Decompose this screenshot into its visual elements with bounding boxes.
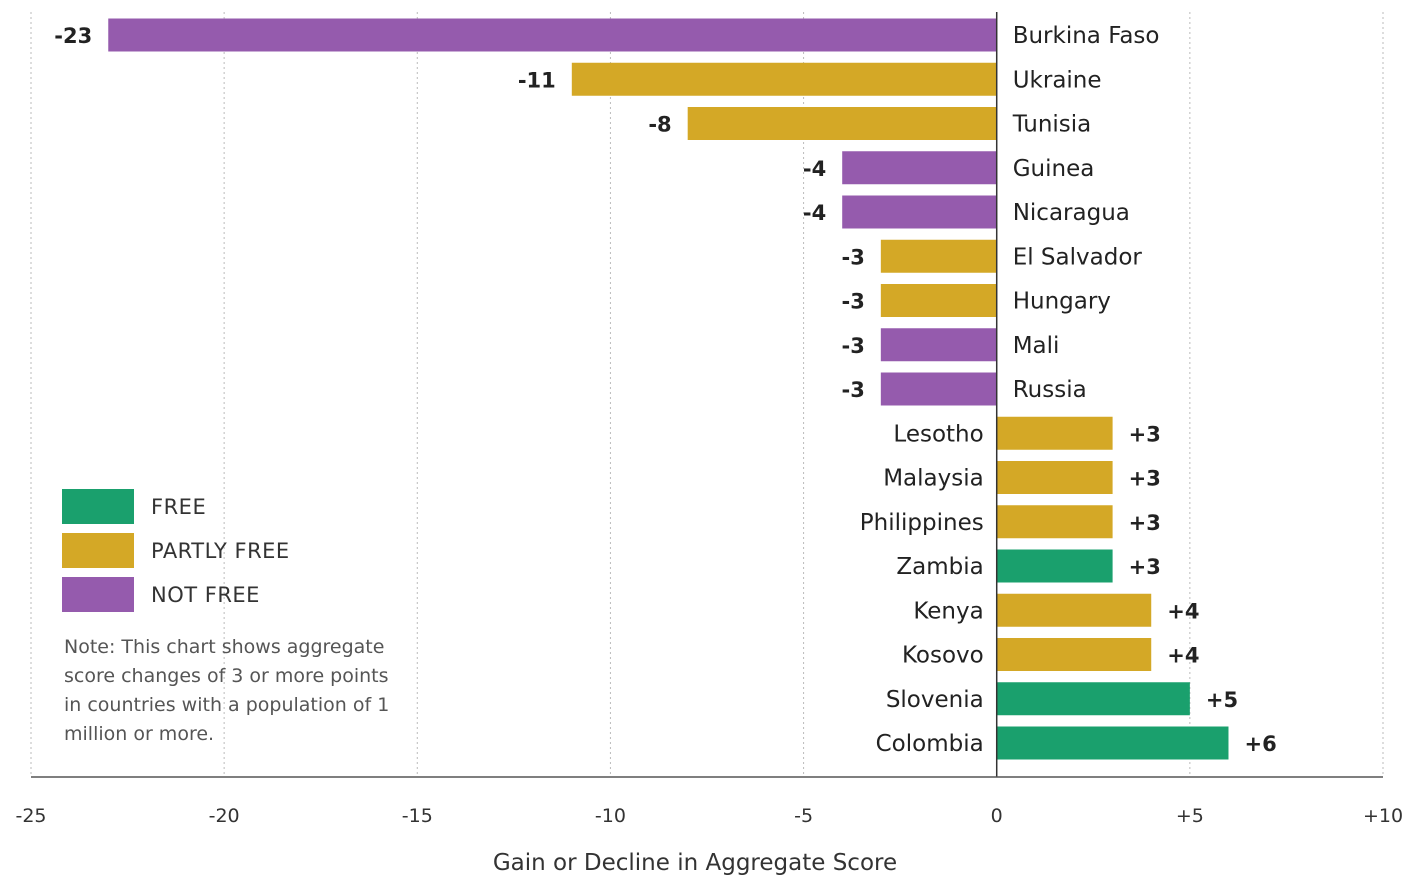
category-label: Slovenia	[886, 687, 984, 713]
category-label: Kosovo	[902, 643, 984, 669]
category-label: Guinea	[1013, 156, 1095, 182]
category-label: Malaysia	[883, 466, 984, 492]
category-label: Lesotho	[893, 421, 983, 447]
bar	[997, 682, 1190, 715]
x-tick-label: -15	[402, 805, 433, 827]
x-axis-title: Gain or Decline in Aggregate Score	[0, 850, 1390, 876]
legend-swatch-free	[62, 489, 134, 524]
bar	[997, 727, 1229, 760]
legend-label-partly-free: PARTLY FREE	[151, 539, 290, 563]
bar	[572, 63, 997, 96]
bar	[108, 19, 996, 52]
category-label: Hungary	[1013, 289, 1111, 315]
bar	[997, 461, 1113, 494]
bar	[997, 638, 1152, 671]
category-label: Burkina Faso	[1013, 23, 1160, 49]
bar	[842, 196, 997, 229]
bar	[997, 550, 1113, 583]
category-label: Russia	[1013, 377, 1087, 403]
legend: FREE PARTLY FREE NOT FREE	[62, 489, 290, 621]
value-label: -3	[842, 378, 865, 402]
category-label: Zambia	[896, 554, 983, 580]
bar	[881, 328, 997, 361]
legend-item-partly-free: PARTLY FREE	[62, 533, 290, 568]
bar	[881, 240, 997, 273]
value-label: +3	[1129, 422, 1161, 446]
value-label: -3	[842, 245, 865, 269]
category-label: El Salvador	[1013, 244, 1143, 270]
category-label: Nicaragua	[1013, 200, 1130, 226]
value-label: -23	[54, 24, 92, 48]
value-label: +6	[1244, 732, 1276, 756]
value-label: +4	[1167, 599, 1199, 623]
legend-item-free: FREE	[62, 489, 290, 524]
value-label: +3	[1129, 555, 1161, 579]
bar	[688, 107, 997, 140]
bar	[997, 417, 1113, 450]
bar	[997, 594, 1152, 627]
value-label: -3	[842, 334, 865, 358]
legend-swatch-partly-free	[62, 533, 134, 568]
value-label: +4	[1167, 644, 1199, 668]
legend-label-free: FREE	[151, 495, 206, 519]
x-tick-label: +10	[1363, 805, 1403, 827]
value-label: +3	[1129, 467, 1161, 491]
x-tick-label: +5	[1176, 805, 1204, 827]
bar	[997, 505, 1113, 538]
bar	[842, 151, 997, 184]
category-label: Colombia	[876, 731, 984, 757]
category-label: Kenya	[913, 598, 983, 624]
x-tick-label: -5	[794, 805, 813, 827]
value-label: -3	[842, 290, 865, 314]
x-tick-label: -20	[209, 805, 240, 827]
x-tick-label: -25	[15, 805, 46, 827]
category-label: Mali	[1013, 333, 1060, 359]
x-tick-label: 0	[991, 805, 1003, 827]
category-label: Philippines	[860, 510, 984, 536]
value-label: -4	[803, 201, 826, 225]
value-label: +5	[1206, 688, 1238, 712]
legend-item-not-free: NOT FREE	[62, 577, 290, 612]
category-label: Ukraine	[1013, 67, 1102, 93]
bar	[881, 284, 997, 317]
legend-swatch-not-free	[62, 577, 134, 612]
category-label: Tunisia	[1012, 112, 1092, 138]
legend-label-not-free: NOT FREE	[151, 583, 260, 607]
bar	[881, 373, 997, 406]
value-label: -4	[803, 157, 826, 181]
value-label: -8	[648, 113, 671, 137]
x-tick-label: -10	[595, 805, 626, 827]
chart-note: Note: This chart shows aggregate score c…	[64, 633, 394, 749]
value-label: -11	[518, 68, 556, 92]
value-label: +3	[1129, 511, 1161, 535]
